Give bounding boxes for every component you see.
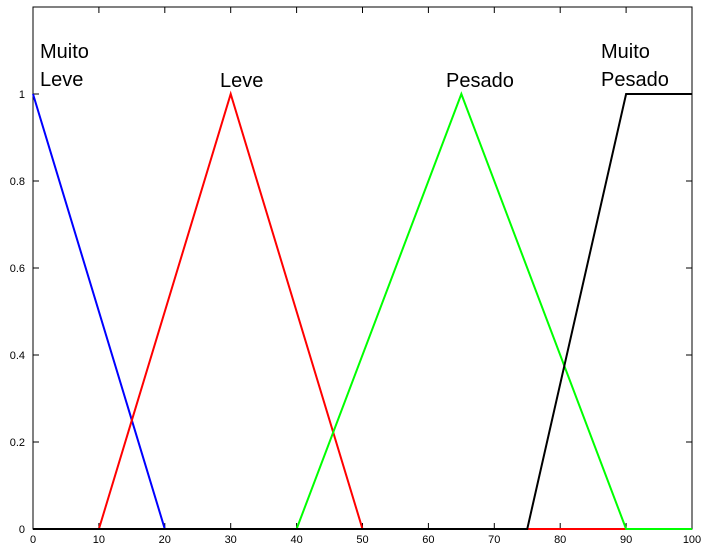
x-tick-label: 40 xyxy=(290,534,302,546)
series-line-muito-leve xyxy=(32,93,692,530)
x-tick-label: 50 xyxy=(356,534,368,546)
series-label: Pesado xyxy=(446,70,514,92)
y-tick-label: 0.2 xyxy=(10,437,25,449)
series-label: Muito xyxy=(40,41,89,63)
x-tick-label: 20 xyxy=(159,534,171,546)
x-tick-label: 90 xyxy=(620,534,632,546)
series-label: Muito xyxy=(601,41,650,63)
series-labels: Muito Leve Leve Pesado Muito Pesado xyxy=(40,41,669,92)
plot-frame xyxy=(32,6,693,530)
y-tick-label: 1 xyxy=(19,89,25,101)
series-line-leve xyxy=(33,90,692,530)
axis-ticks: 0 10 20 30 40 50 60 70 80 90 100 0 0.2 0.4 0.6 0.8 1 xyxy=(10,7,701,546)
x-tick-label: 0 xyxy=(30,534,36,546)
y-tick-label: 0.8 xyxy=(10,176,25,188)
series-line-muito-pesado xyxy=(33,93,692,530)
y-tick-label: 0.4 xyxy=(10,350,25,362)
x-tick-label: 30 xyxy=(225,534,237,546)
series-label: Leve xyxy=(40,69,83,91)
x-tick-label: 70 xyxy=(488,534,500,546)
x-tick-label: 80 xyxy=(554,534,566,546)
y-tick-label: 0 xyxy=(19,524,25,536)
y-tick-label: 0.6 xyxy=(10,263,25,275)
x-tick-label: 100 xyxy=(683,534,701,546)
series-line-pesado xyxy=(33,91,692,530)
series-label: Leve xyxy=(220,70,263,92)
x-tick-label: 60 xyxy=(422,534,434,546)
series-label: Pesado xyxy=(601,69,669,91)
series-lines xyxy=(32,90,692,530)
x-tick-label: 10 xyxy=(93,534,105,546)
